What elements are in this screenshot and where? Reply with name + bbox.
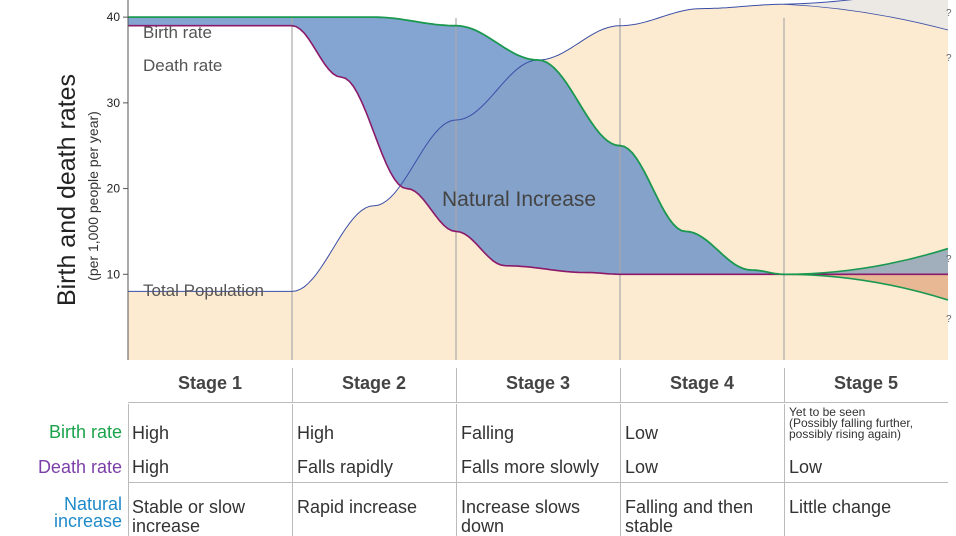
series-label-0: Birth rate xyxy=(143,23,212,42)
y-tick-label-40: 40 xyxy=(107,10,121,24)
row-label-natural-line2: increase xyxy=(53,511,122,531)
table-column-divider xyxy=(292,404,293,536)
row-label-natural-increase: Natural increase xyxy=(0,494,122,531)
death-rate-cell-stage-5: Low xyxy=(789,457,823,477)
birth-rate-cell-stage-5-line: possibly rising again) xyxy=(789,427,902,441)
chart-area-fills xyxy=(128,0,948,361)
y-axis: 10 20 30 40 xyxy=(107,0,129,360)
table-row-birth-rate: Birth rate xyxy=(0,402,956,448)
birth-rate-cell-stage-5-line: (Possibly falling further, xyxy=(789,416,914,430)
birth-rate-cell-stage-3: Falling xyxy=(461,423,515,443)
row-label-natural-line1: Natural xyxy=(63,494,122,514)
demographic-transition-chart: 10 20 30 40 Birth rate Death rate Total Popul… xyxy=(53,0,952,361)
population-projection-low-line xyxy=(783,3,949,31)
stage-header-divider xyxy=(456,368,457,402)
death-rate-line xyxy=(128,24,949,276)
birth-rate-line xyxy=(128,16,785,276)
y-tick-label-30: 30 xyxy=(107,96,121,110)
series-label-2: Total Population xyxy=(143,281,264,300)
stage-header-5: Stage 5 xyxy=(833,373,899,393)
stage-header-4: Stage 4 xyxy=(669,373,735,393)
natural-increase-cell-stage-1: Stable or slow xyxy=(132,497,246,517)
death-rate-cell-stage-2: Falls rapidly xyxy=(297,457,394,477)
population-projection-area xyxy=(784,0,948,30)
stage-header-divider xyxy=(620,368,621,402)
natural-increase-label: Natural Increase xyxy=(442,188,596,211)
stage-characteristics-table: Birth rate Death rate Natural increase H… xyxy=(0,402,956,536)
stage-header-row: Stage 1 Stage 2 Stage 3 Stage 4 Stage 5 xyxy=(128,368,948,403)
stage-header-divider xyxy=(784,368,785,402)
birth-rate-projection-low-line xyxy=(783,273,949,301)
stage-header-2: Stage 2 xyxy=(341,373,407,393)
projection-question-mark: ? xyxy=(946,53,952,64)
stage-header-divider xyxy=(292,368,293,402)
table-row-divider xyxy=(128,482,948,483)
stage5-increase-area xyxy=(784,248,948,275)
stage-header-3: Stage 3 xyxy=(505,373,571,393)
y-tick-label-10: 10 xyxy=(107,267,121,281)
row-label-birth-rate: Birth rate xyxy=(48,422,122,442)
stage-header-1: Stage 1 xyxy=(177,373,243,393)
natural-increase-cell-stage-3: Increase slows xyxy=(461,497,581,517)
natural-increase-cell-stage-1: increase xyxy=(132,516,201,536)
series-label-1: Death rate xyxy=(143,56,222,75)
birth-rate-cell-stage-5-line: Yet to be seen xyxy=(789,405,866,419)
natural-increase-cell-stage-2: Rapid increase xyxy=(297,497,418,517)
table-row-natural-increase: Natural increase xyxy=(0,482,956,536)
y-axis-title: Birth and death rates xyxy=(53,74,81,306)
death-rate-cell-stage-1: High xyxy=(132,457,170,477)
natural-increase-cell-stage-4: Falling and then xyxy=(625,497,754,517)
birth-rate-cell-stage-2: High xyxy=(297,423,335,443)
projection-question-mark: ? xyxy=(946,314,952,325)
table-row-death-rate: Death rate xyxy=(0,448,956,482)
chart-annotations: Birth rate Death rate Total Population Natu… xyxy=(143,8,952,325)
stage-gridlines xyxy=(291,18,785,360)
table-column-divider xyxy=(784,404,785,536)
death-rate-cell-stage-4: Low xyxy=(625,457,659,477)
natural-increase-cell-stage-4: stable xyxy=(625,516,674,536)
projection-question-mark: ? xyxy=(946,254,952,265)
birth-rate-cell-stage-4: Low xyxy=(625,423,659,443)
row-label-death-rate: Death rate xyxy=(37,457,122,477)
natural-increase-cell-stage-3: down xyxy=(461,516,505,536)
table-column-divider xyxy=(128,404,129,536)
table-column-divider xyxy=(456,404,457,536)
y-tick-label-20: 20 xyxy=(107,182,121,196)
stage5-decrease-area xyxy=(784,274,948,300)
series-lines xyxy=(128,0,949,301)
projection-question-mark: ? xyxy=(946,8,952,19)
natural-increase-cell-stage-5: Little change xyxy=(789,497,892,517)
birth-rate-cell-stage-1: High xyxy=(132,423,170,443)
y-axis-subtitle: (per 1,000 people per year) xyxy=(85,111,101,281)
total-population-line xyxy=(128,0,854,292)
table-column-divider xyxy=(620,404,621,536)
death-rate-cell-stage-3: Falls more slowly xyxy=(461,457,600,477)
